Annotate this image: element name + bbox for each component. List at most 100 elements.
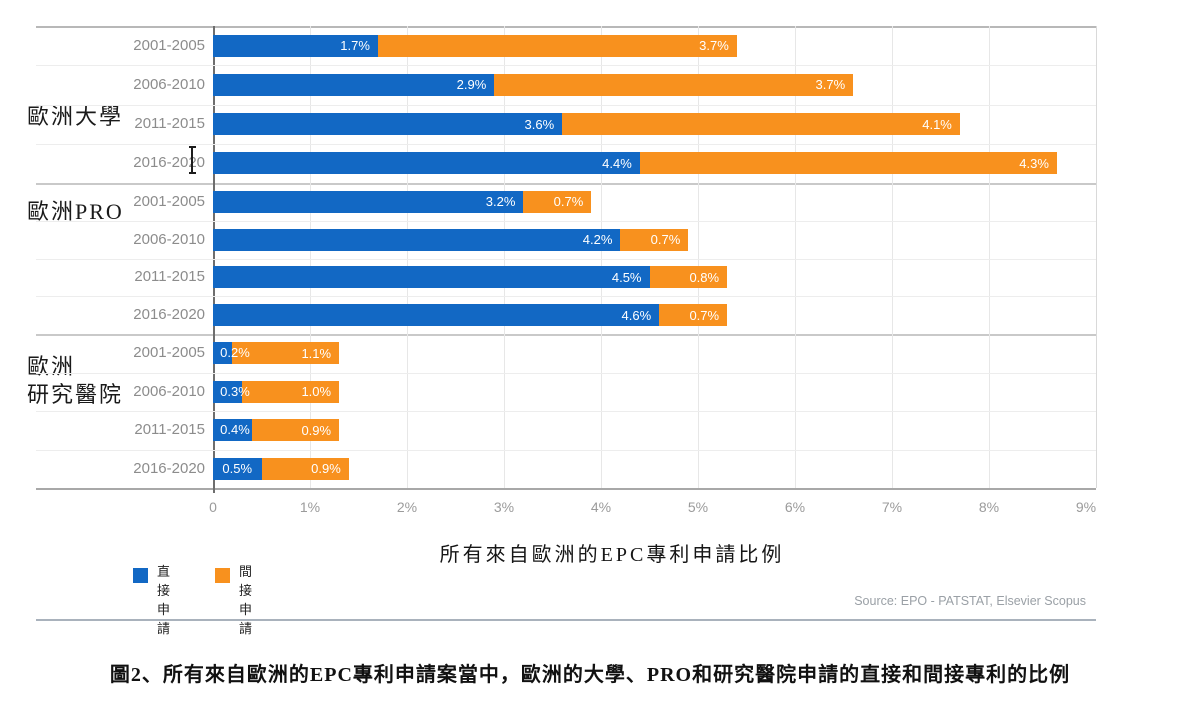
bar-segment-indirect: 1.1% bbox=[232, 342, 340, 365]
x-axis-line bbox=[36, 488, 1096, 490]
category-label: 2011-2015 bbox=[134, 268, 205, 286]
group-label-line: 歐洲PRO bbox=[27, 199, 124, 224]
value-label-indirect: 0.9% bbox=[311, 461, 341, 477]
group-separator bbox=[36, 334, 1096, 336]
bar-segment-direct: 4.5% bbox=[213, 266, 650, 289]
bar-segment-indirect: 0.7% bbox=[659, 304, 728, 327]
x-tick-label: 6% bbox=[784, 499, 806, 515]
group-label: 歐洲大學 bbox=[27, 103, 123, 131]
value-label-direct: 3.2% bbox=[485, 194, 516, 210]
row-separator bbox=[36, 105, 1096, 106]
vertical-gridline bbox=[989, 26, 990, 488]
value-label-indirect: 1.1% bbox=[301, 345, 332, 361]
group-label-line: 研究醫院 bbox=[27, 382, 124, 407]
row-separator bbox=[36, 450, 1096, 451]
bar-segment-direct: 0.4% bbox=[213, 419, 252, 442]
group-label-line: 歐洲 bbox=[27, 354, 76, 379]
bar-segment-indirect: 0.7% bbox=[620, 228, 689, 251]
value-label-indirect: 4.3% bbox=[1019, 155, 1049, 171]
panel-bottom-border bbox=[36, 619, 1096, 621]
value-label-direct: 0.5% bbox=[222, 460, 253, 476]
vertical-gridline bbox=[310, 26, 311, 488]
value-label-direct: 0.3% bbox=[220, 383, 250, 399]
category-label: 2016-2020 bbox=[133, 459, 205, 477]
x-tick-label: 3% bbox=[493, 499, 515, 515]
value-label-indirect: 0.8% bbox=[689, 269, 720, 285]
category-label: 2011-2015 bbox=[134, 115, 205, 133]
row-separator bbox=[36, 221, 1096, 222]
bar-segment-indirect: 0.8% bbox=[649, 266, 728, 289]
bar-segment-indirect: 0.9% bbox=[261, 457, 349, 480]
group-label: 歐洲PRO bbox=[27, 198, 124, 226]
text-cursor-artifact bbox=[188, 146, 196, 174]
bar-segment-direct: 1.7% bbox=[213, 34, 378, 57]
x-tick-label: 8% bbox=[978, 499, 1000, 515]
vertical-gridline bbox=[892, 26, 893, 488]
bar-segment-indirect: 3.7% bbox=[377, 34, 737, 57]
bar-segment-direct: 4.6% bbox=[213, 304, 660, 327]
value-label-indirect: 0.9% bbox=[301, 422, 332, 438]
value-label-direct: 0.2% bbox=[220, 345, 250, 361]
vertical-gridline bbox=[795, 26, 796, 488]
vertical-gridline bbox=[407, 26, 408, 488]
bar-segment-direct: 0.5% bbox=[213, 457, 262, 480]
category-label: 2016-2020 bbox=[133, 154, 205, 172]
row-separator bbox=[36, 65, 1096, 66]
x-tick-label: 4% bbox=[590, 499, 612, 515]
category-label: 2001-2005 bbox=[133, 36, 205, 54]
row-separator bbox=[36, 296, 1096, 297]
vertical-gridline bbox=[601, 26, 602, 488]
value-label-direct: 4.5% bbox=[611, 269, 642, 285]
bar-segment-direct: 0.2% bbox=[213, 342, 250, 365]
x-tick-label: 0 bbox=[209, 499, 217, 515]
bar-segment-direct: 0.3% bbox=[213, 380, 250, 403]
value-label-indirect: 0.7% bbox=[689, 307, 720, 323]
group-label-line: 歐洲大學 bbox=[27, 104, 124, 129]
bar-segment-indirect: 0.9% bbox=[251, 419, 340, 442]
x-tick-label: 1% bbox=[299, 499, 321, 515]
figure-caption: 圖2、所有來自歐洲的EPC專利申請案當中，歐洲的大學、PRO和研究醫院申請的直接… bbox=[109, 664, 1071, 686]
bar-segment-direct: 4.4% bbox=[213, 152, 640, 175]
bar-segment-indirect: 1.0% bbox=[242, 380, 340, 403]
value-label-indirect: 4.1% bbox=[922, 116, 952, 132]
category-label: 2006-2010 bbox=[133, 230, 205, 248]
source-note: Source: EPO - PATSTAT, Elsevier Scopus bbox=[854, 594, 1086, 608]
row-separator bbox=[36, 259, 1096, 260]
bar-segment-direct: 4.2% bbox=[213, 228, 621, 251]
row-separator bbox=[36, 144, 1096, 145]
value-label-indirect: 0.7% bbox=[553, 194, 584, 210]
value-label-direct: 1.7% bbox=[340, 38, 370, 54]
x-tick-label: 5% bbox=[687, 499, 709, 515]
x-tick-label: 9% bbox=[1075, 499, 1097, 515]
bar-segment-direct: 3.2% bbox=[213, 190, 524, 213]
bar-segment-direct: 2.9% bbox=[213, 73, 495, 96]
value-label-direct: 4.2% bbox=[582, 232, 613, 248]
value-label-direct: 2.9% bbox=[456, 77, 487, 93]
vertical-gridline bbox=[698, 26, 699, 488]
value-label-direct: 4.4% bbox=[602, 155, 632, 171]
bar-segment-indirect: 0.7% bbox=[523, 190, 592, 213]
group-label: 歐洲 研究醫院 bbox=[27, 353, 123, 409]
value-label-indirect: 1.0% bbox=[301, 384, 332, 400]
x-tick-label: 2% bbox=[396, 499, 418, 515]
category-label: 2006-2010 bbox=[133, 75, 205, 93]
category-label: 2001-2005 bbox=[133, 344, 205, 362]
category-label: 2011-2015 bbox=[134, 421, 205, 439]
category-label: 2016-2020 bbox=[133, 306, 205, 324]
value-label-direct: 3.6% bbox=[524, 116, 555, 132]
group-separator bbox=[36, 183, 1096, 185]
x-axis-title: 所有來自歐洲的EPC專利申請比例 bbox=[439, 544, 785, 566]
vertical-gridline bbox=[504, 26, 505, 488]
plot-right-edge bbox=[1096, 26, 1097, 488]
panel-top-border bbox=[36, 26, 1096, 28]
bar-segment-direct: 3.6% bbox=[213, 113, 563, 136]
value-label-indirect: 3.7% bbox=[815, 77, 846, 93]
bar-segment-indirect: 4.1% bbox=[562, 113, 960, 136]
value-label-direct: 4.6% bbox=[621, 307, 652, 323]
row-separator bbox=[36, 373, 1096, 374]
bar-segment-indirect: 3.7% bbox=[494, 73, 854, 96]
value-label-indirect: 0.7% bbox=[650, 232, 681, 248]
x-tick-label: 7% bbox=[881, 499, 903, 515]
